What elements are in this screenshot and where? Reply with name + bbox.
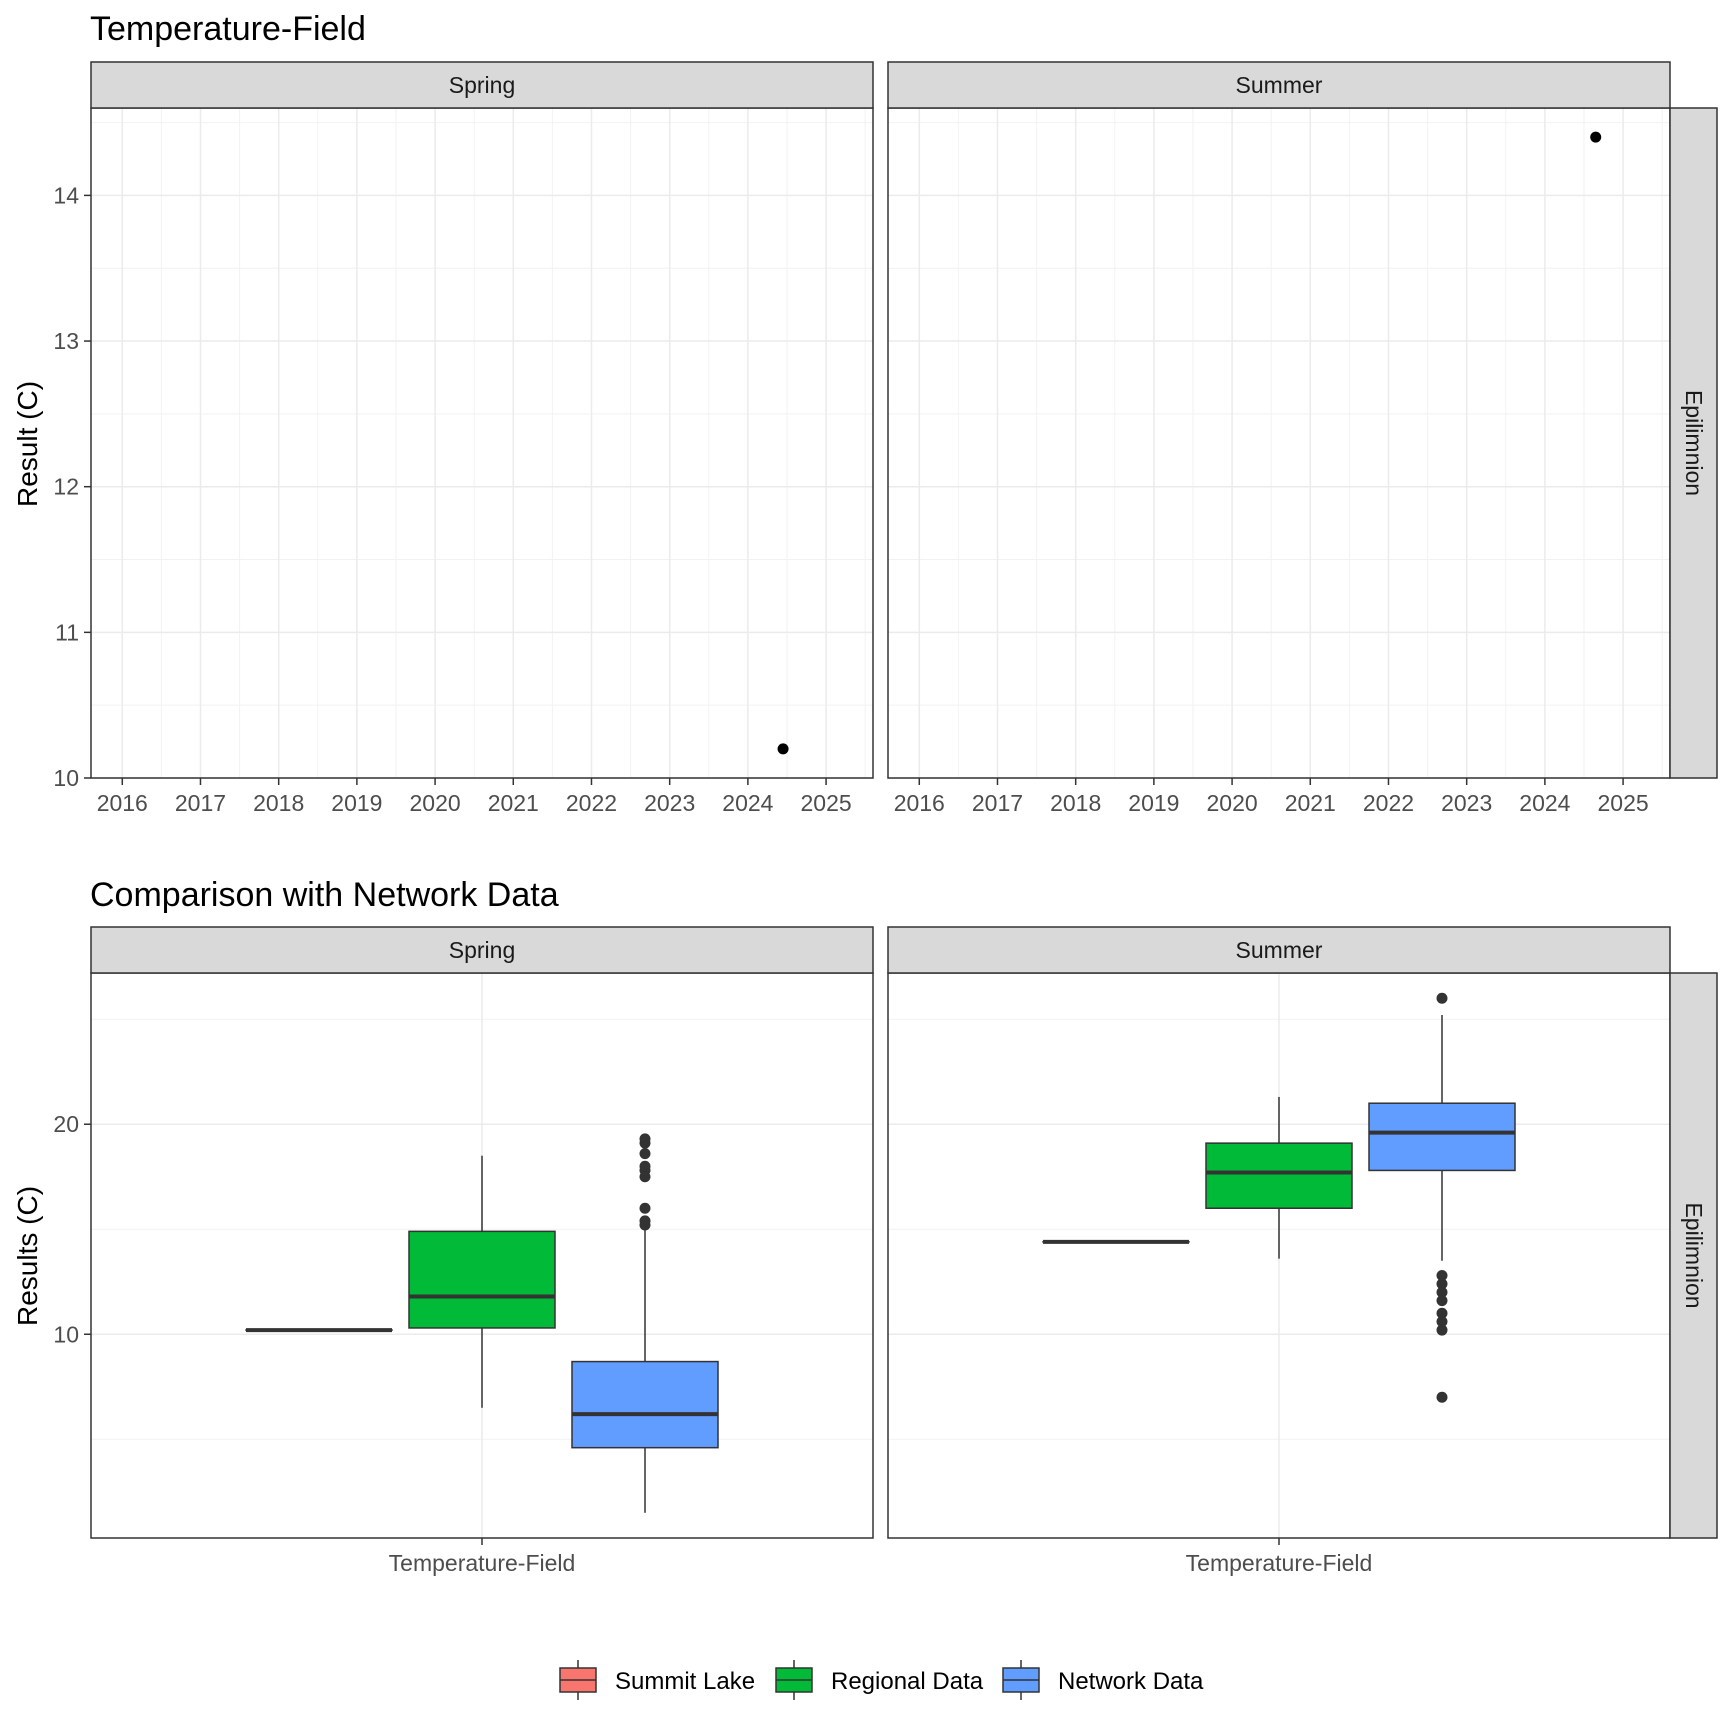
x-tick-label: 2016 — [97, 790, 148, 816]
legend-entry-network-data: Network Data — [1002, 1660, 1204, 1700]
legend: Summit Lake Regional Data Network Data — [559, 1660, 1204, 1700]
x-tick-label: 2019 — [331, 790, 382, 816]
facet-strip-label: Summer — [1236, 72, 1323, 98]
top-chart-title: Temperature-Field — [90, 10, 366, 48]
boxplot-network-data — [1368, 992, 1516, 1403]
facet-strip — [887, 926, 1671, 974]
panel-background — [888, 108, 1670, 778]
y-tick-label: 10 — [53, 765, 79, 791]
facet-strip-label: Spring — [449, 937, 515, 963]
x-tick-label: 2021 — [488, 790, 539, 816]
y-tick-label: 13 — [53, 328, 79, 354]
row-facet-strip-label: Epilimnion — [1681, 1202, 1707, 1308]
x-tick-label: 2025 — [800, 790, 851, 816]
boxplot-network-data — [571, 1133, 719, 1513]
x-tick-label: 2016 — [894, 790, 945, 816]
bottom-spring-panel: Spring Temperature-Field 10 20 — [53, 926, 874, 1576]
top-spring-panel: Spring 2016 2017 2018 2019 2020 2021 2022 2023 20… — [53, 61, 874, 816]
row-facet-strip — [1669, 972, 1718, 1539]
bottom-chart-title: Comparison with Network Data — [90, 876, 559, 914]
outlier-point — [639, 1160, 651, 1172]
top-y-axis-title: Result (C) — [12, 381, 43, 507]
facet-strip-label: Spring — [449, 72, 515, 98]
x-tick-label: 2024 — [1519, 790, 1570, 816]
outlier-point — [1436, 992, 1448, 1004]
row-facet-strip — [1669, 107, 1718, 779]
x-tick-label: 2023 — [1441, 790, 1492, 816]
x-tick-label: 2022 — [566, 790, 617, 816]
x-tick-label: 2017 — [175, 790, 226, 816]
top-chart: Temperature-Field Spring 2016 2017 2018 2019… — [12, 10, 1718, 816]
y-tick-label: 10 — [53, 1321, 79, 1347]
top-summer-panel: Summer 2016 2017 2018 2019 2020 2021 2022 2023 20… — [887, 61, 1718, 816]
row-facet-strip-label: Epilimnion — [1681, 390, 1707, 496]
legend-label: Network Data — [1058, 1668, 1204, 1695]
outlier-point — [1436, 1391, 1448, 1403]
x-tick-label: 2019 — [1128, 790, 1179, 816]
outlier-point — [1436, 1286, 1448, 1298]
y-tick-label: 12 — [53, 474, 79, 500]
facet-strip-label: Summer — [1236, 937, 1323, 963]
outlier-point — [639, 1133, 651, 1145]
x-tick-label: 2018 — [253, 790, 304, 816]
x-tick-label: 2022 — [1363, 790, 1414, 816]
outlier-point — [1436, 1295, 1448, 1307]
box — [408, 1230, 556, 1329]
x-tick-label: Temperature-Field — [389, 1550, 576, 1576]
outlier-point — [1436, 1269, 1448, 1281]
bottom-chart: Comparison with Network Data Spring Tempe… — [12, 876, 1718, 1576]
outlier-point — [639, 1148, 651, 1160]
x-tick-label: 2025 — [1597, 790, 1648, 816]
boxplot-regional-data — [1205, 1096, 1353, 1259]
x-tick-label: 2018 — [1050, 790, 1101, 816]
legend-entry-regional-data: Regional Data — [775, 1660, 984, 1700]
panel-background — [91, 108, 873, 778]
data-point — [1590, 131, 1602, 143]
outlier-point — [1436, 1307, 1448, 1319]
facet-strip — [887, 61, 1671, 109]
legend-label: Summit Lake — [615, 1668, 755, 1695]
legend-label: Regional Data — [831, 1668, 984, 1695]
data-point — [777, 743, 789, 755]
x-tick-label: 2020 — [1206, 790, 1257, 816]
facet-strip — [90, 926, 874, 974]
x-tick-label: 2024 — [722, 790, 773, 816]
outlier-point — [1436, 1324, 1448, 1336]
boxplot-regional-data — [408, 1155, 556, 1408]
x-tick-label: 2023 — [644, 790, 695, 816]
x-tick-label: 2017 — [972, 790, 1023, 816]
x-tick-label: 2020 — [409, 790, 460, 816]
y-tick-label: 14 — [53, 182, 79, 208]
outlier-point — [1436, 1316, 1448, 1328]
x-tick-label: Temperature-Field — [1186, 1550, 1373, 1576]
outlier-point — [639, 1215, 651, 1227]
outlier-point — [1436, 1278, 1448, 1290]
legend-entry-summit-lake: Summit Lake — [559, 1660, 755, 1700]
facet-strip — [90, 61, 874, 109]
box — [571, 1360, 719, 1449]
bottom-y-axis-title: Results (C) — [12, 1186, 43, 1326]
box — [1205, 1142, 1353, 1209]
outlier-point — [639, 1202, 651, 1214]
bottom-summer-panel: Summer Temperature-Field Epilimnion — [887, 926, 1718, 1576]
y-tick-label: 11 — [55, 619, 79, 645]
box — [1368, 1102, 1516, 1172]
x-tick-label: 2021 — [1285, 790, 1336, 816]
y-tick-label: 20 — [53, 1111, 79, 1137]
